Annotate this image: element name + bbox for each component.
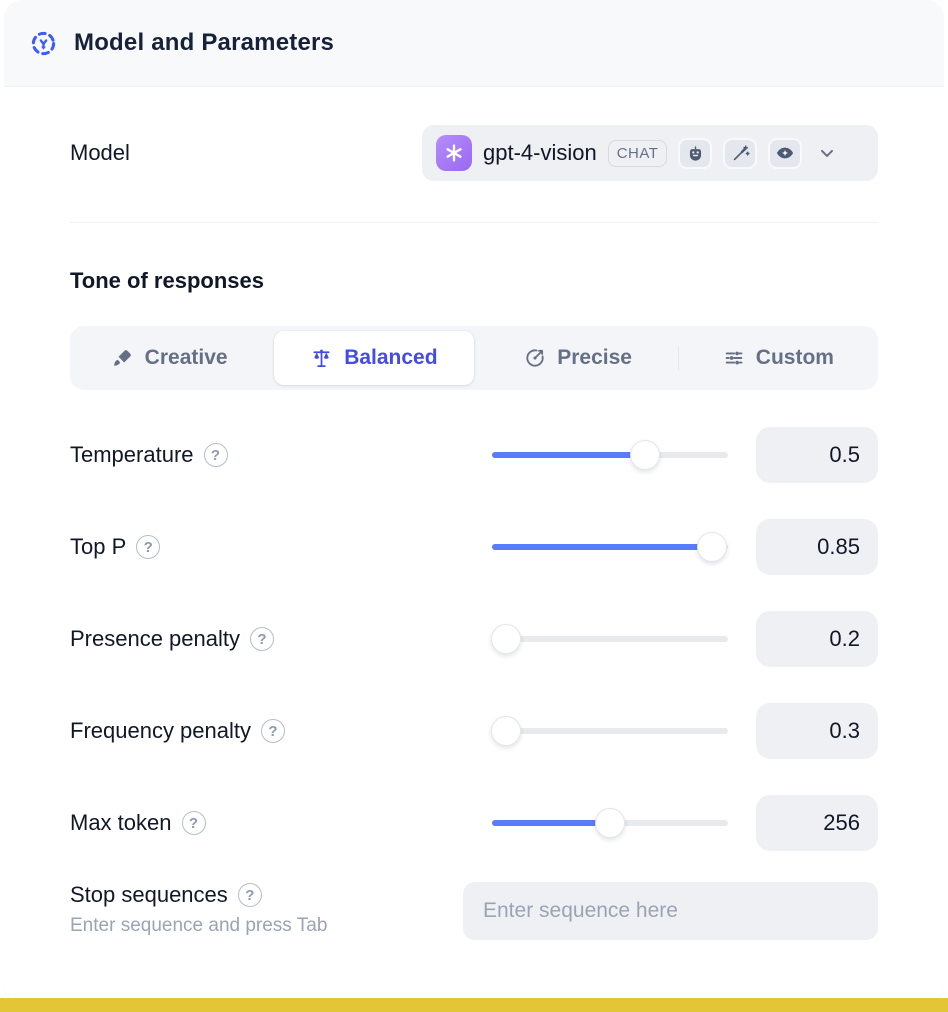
param-row-temperature: Temperature ? 0.5 <box>70 427 878 483</box>
panel-header: Model and Parameters <box>4 0 944 87</box>
frequency-penalty-slider[interactable] <box>491 716 728 746</box>
param-row-presence-penalty: Presence penalty ? 0.2 <box>70 611 878 667</box>
param-label: Top P <box>70 534 127 559</box>
frequency-penalty-value[interactable]: 0.3 <box>756 703 878 759</box>
help-icon[interactable]: ? <box>250 627 274 651</box>
tab-balanced[interactable]: Balanced <box>274 331 474 385</box>
tab-separator <box>677 346 679 370</box>
sliders-icon <box>723 347 745 369</box>
tab-label: Balanced <box>344 346 438 369</box>
canvas-background <box>0 998 948 1012</box>
tone-tab-bar: Creative Balanced <box>70 326 878 390</box>
slider-handle[interactable] <box>595 808 625 838</box>
slider-handle[interactable] <box>696 532 727 562</box>
temperature-value[interactable]: 0.5 <box>756 427 878 483</box>
model-row: Model gpt-4-vision CHAT <box>70 125 878 181</box>
slider-fill <box>492 544 726 550</box>
model-dashed-circle-icon <box>30 30 57 57</box>
slider-track[interactable] <box>492 636 728 642</box>
help-icon[interactable]: ? <box>261 719 285 743</box>
slider-handle[interactable] <box>491 716 522 746</box>
tab-precise[interactable]: Precise <box>479 326 678 390</box>
max-token-value[interactable]: 256 <box>756 795 878 851</box>
stop-sequences-row: Stop sequences ? Enter sequence and pres… <box>70 882 878 940</box>
model-parameters-panel: Model and Parameters Model gpt <box>4 0 944 1004</box>
paintbrush-icon <box>112 347 134 369</box>
help-icon[interactable]: ? <box>203 443 228 467</box>
tone-heading: Tone of responses <box>70 268 264 293</box>
help-icon[interactable]: ? <box>237 883 262 907</box>
model-type-badge: CHAT <box>607 139 668 167</box>
panel-title: Model and Parameters <box>74 29 335 56</box>
tab-label: Creative <box>144 346 228 369</box>
openai-logo <box>436 135 472 171</box>
param-label: Max token <box>70 810 172 835</box>
stop-sequences-label: Stop sequences <box>70 882 228 907</box>
temperature-slider[interactable] <box>492 440 728 470</box>
magic-wand-icon <box>723 137 758 169</box>
tab-creative[interactable]: Creative <box>70 326 269 390</box>
param-row-top-p: Top P ? 0.85 <box>70 519 878 575</box>
robot-icon <box>678 137 713 169</box>
presence-penalty-value[interactable]: 0.2 <box>756 611 878 667</box>
param-row-frequency-penalty: Frequency penalty ? 0.3 <box>70 703 878 759</box>
vision-eye-icon <box>768 137 803 169</box>
help-icon[interactable]: ? <box>136 535 161 559</box>
model-select[interactable]: gpt-4-vision CHAT <box>422 125 878 181</box>
help-icon[interactable]: ? <box>181 811 206 835</box>
top-p-slider[interactable] <box>492 532 728 562</box>
max-token-slider[interactable] <box>492 808 728 838</box>
param-label: Presence penalty <box>70 626 240 651</box>
section-divider <box>70 222 878 223</box>
slider-fill <box>492 820 610 826</box>
top-p-value[interactable]: 0.85 <box>756 519 878 575</box>
slider-fill <box>492 452 651 458</box>
tab-label: Custom <box>755 346 834 369</box>
param-row-max-token: Max token ? 256 <box>70 795 878 851</box>
slider-handle[interactable] <box>491 624 522 654</box>
tab-label: Precise <box>557 346 632 369</box>
target-icon <box>524 347 546 369</box>
tab-custom[interactable]: Custom <box>679 326 878 390</box>
chevron-down-icon <box>817 143 837 163</box>
model-name: gpt-4-vision <box>483 140 597 165</box>
slider-track[interactable] <box>492 728 728 734</box>
balance-scale-icon <box>310 347 333 370</box>
slider-handle[interactable] <box>630 440 661 470</box>
stop-sequence-input[interactable] <box>463 882 878 940</box>
param-label: Frequency penalty <box>70 718 251 743</box>
param-label: Temperature <box>70 442 194 467</box>
model-label: Model <box>70 140 130 165</box>
presence-penalty-slider[interactable] <box>491 624 728 654</box>
stop-sequences-hint: Enter sequence and press Tab <box>70 915 328 936</box>
